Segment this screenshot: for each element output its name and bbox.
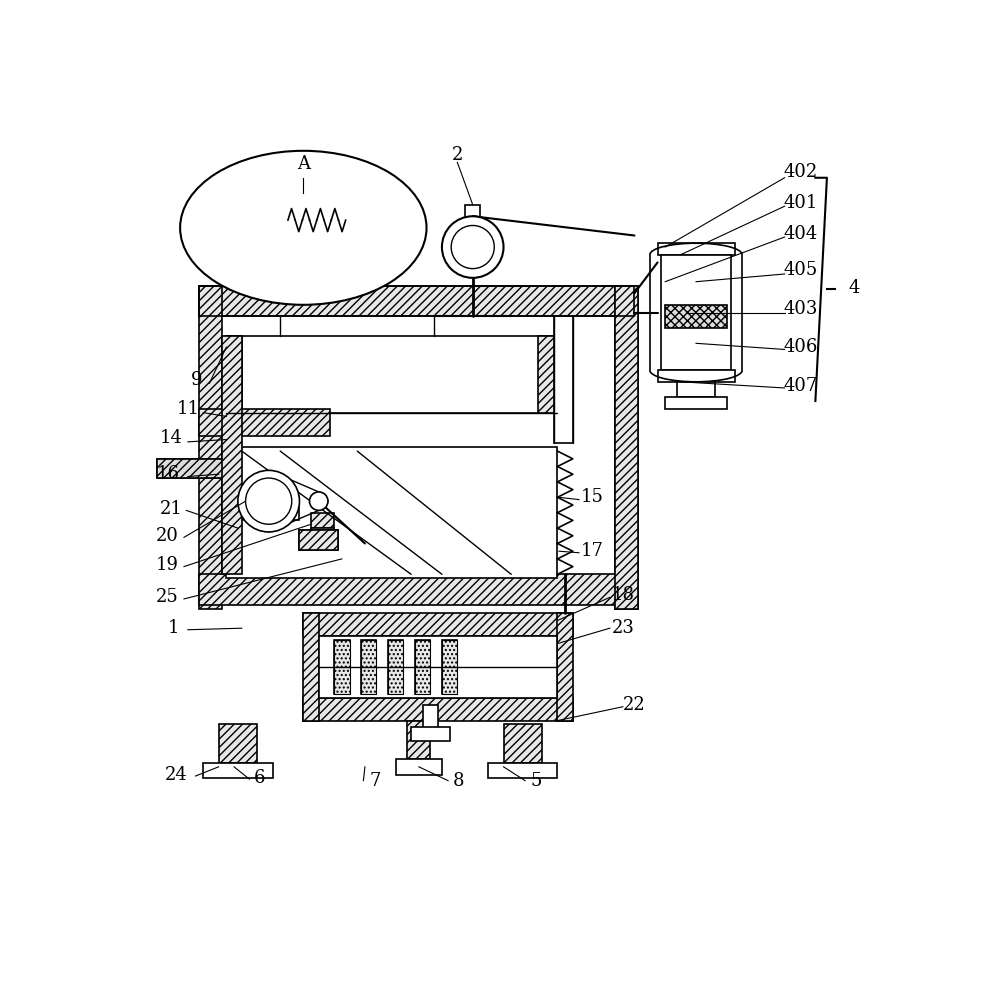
Bar: [557, 613, 573, 721]
Bar: [238, 497, 300, 520]
Text: 402: 402: [784, 163, 818, 181]
Bar: [665, 397, 727, 409]
Text: 22: 22: [623, 696, 645, 714]
Bar: [207, 197, 242, 243]
Text: 8: 8: [453, 772, 464, 790]
Bar: [442, 640, 457, 694]
Text: 404: 404: [784, 225, 818, 243]
Bar: [303, 698, 573, 721]
Ellipse shape: [180, 151, 427, 305]
Bar: [157, 459, 230, 478]
Bar: [657, 243, 735, 255]
Text: 11: 11: [176, 400, 199, 418]
Bar: [615, 286, 639, 609]
Bar: [199, 286, 635, 316]
Text: 21: 21: [159, 500, 182, 518]
Bar: [199, 286, 223, 609]
Bar: [335, 640, 349, 694]
Text: 23: 23: [612, 619, 635, 637]
Bar: [661, 255, 731, 370]
Bar: [346, 212, 357, 228]
Bar: [388, 640, 404, 694]
Text: 4: 4: [848, 279, 859, 297]
Bar: [268, 212, 280, 228]
Text: A: A: [297, 155, 310, 173]
Bar: [319, 636, 557, 698]
Bar: [335, 640, 349, 694]
Bar: [539, 336, 557, 413]
Circle shape: [442, 216, 504, 278]
Text: 2: 2: [451, 146, 463, 164]
Text: 403: 403: [783, 300, 818, 318]
Bar: [303, 613, 319, 721]
Bar: [361, 193, 392, 201]
Text: 15: 15: [581, 488, 604, 506]
Text: 24: 24: [165, 766, 188, 784]
Bar: [303, 613, 573, 636]
Bar: [311, 528, 335, 540]
Bar: [219, 724, 257, 763]
Bar: [223, 336, 242, 574]
Text: 17: 17: [581, 542, 604, 560]
Bar: [227, 447, 557, 578]
Text: 18: 18: [612, 586, 635, 604]
Text: 405: 405: [784, 261, 818, 279]
Bar: [311, 513, 335, 528]
Bar: [388, 640, 404, 694]
Text: 25: 25: [155, 588, 178, 606]
Text: 20: 20: [155, 527, 178, 545]
Bar: [504, 724, 543, 763]
Text: 401: 401: [783, 194, 818, 212]
Bar: [396, 759, 442, 774]
Text: 14: 14: [159, 429, 182, 447]
Bar: [199, 574, 635, 605]
Bar: [361, 640, 376, 694]
Bar: [615, 286, 639, 609]
Circle shape: [238, 470, 300, 532]
Text: 1: 1: [168, 619, 180, 637]
Text: 6: 6: [253, 769, 265, 787]
Bar: [299, 530, 338, 550]
Text: 7: 7: [369, 772, 380, 790]
Bar: [415, 640, 431, 694]
Bar: [407, 721, 431, 759]
Text: 5: 5: [531, 772, 543, 790]
Bar: [423, 705, 438, 728]
Circle shape: [451, 225, 494, 269]
Bar: [553, 316, 573, 443]
Bar: [411, 727, 449, 741]
Bar: [299, 530, 338, 550]
Text: 406: 406: [783, 338, 818, 356]
Bar: [665, 305, 727, 328]
Bar: [442, 640, 457, 694]
Bar: [227, 336, 242, 413]
Text: 407: 407: [784, 377, 818, 395]
Bar: [465, 205, 480, 220]
Bar: [488, 763, 557, 778]
Bar: [199, 409, 331, 436]
Bar: [372, 197, 380, 243]
Text: 19: 19: [155, 556, 178, 574]
Bar: [210, 192, 241, 198]
Text: 16: 16: [157, 465, 180, 483]
Bar: [415, 640, 431, 694]
Circle shape: [310, 492, 328, 510]
Bar: [677, 382, 715, 397]
Bar: [227, 336, 557, 413]
Bar: [657, 370, 735, 382]
Bar: [361, 640, 376, 694]
Text: 9: 9: [191, 371, 203, 389]
Circle shape: [246, 478, 292, 524]
Bar: [203, 763, 272, 778]
Bar: [157, 459, 230, 478]
